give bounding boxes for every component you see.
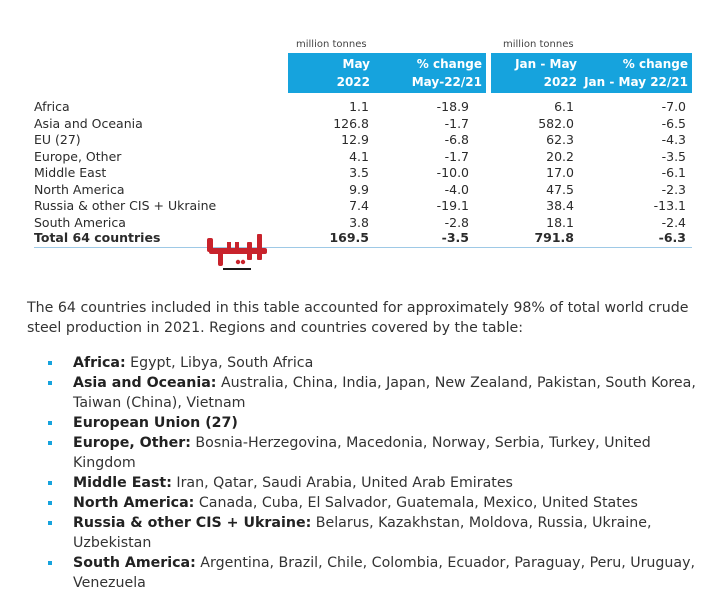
cell-may-2022: 7.4 (349, 198, 369, 213)
list-item-label: Europe, Other: (73, 435, 191, 451)
total-jan-may-2022: 791.8 (534, 230, 574, 245)
table-row: Africa 1.1 -18.9 6.1 -7.0 (34, 99, 692, 115)
cell-jan-may-2022: 582.0 (538, 115, 574, 131)
cell-jan-may-2022: 18.1 (546, 214, 574, 230)
bullet-icon (48, 381, 52, 385)
list-item: Asia and Oceania: Australia, China, Indi… (48, 373, 713, 413)
table-row: North America 9.9 -4.0 47.5 -2.3 (34, 182, 692, 198)
unit-label-jan-may: million tonnes (503, 39, 574, 50)
header-pct-change-jan-may: % change Jan - May 22/21 (584, 57, 688, 89)
bullet-icon (48, 561, 52, 565)
list-item: North America: Canada, Cuba, El Salvador… (48, 493, 713, 513)
list-item-label: South America: (73, 555, 196, 571)
table-total-row: Total 64 countries 169.5 -3.5 791.8 -6.3 (34, 230, 692, 246)
cell-may-2022: 4.1 (349, 148, 369, 164)
cell-may-2022: 12.9 (341, 132, 369, 147)
cell-jan-may-2022: 47.5 (546, 181, 574, 197)
list-item-text: Belarus, Kazakhstan, Moldova, Russia, Uk… (73, 515, 652, 551)
cell-may-change: -1.7 (444, 148, 469, 164)
coverage-paragraph: The 64 countries included in this table … (27, 300, 689, 336)
bullet-icon (48, 521, 52, 525)
cell-may-change: -6.8 (444, 132, 469, 147)
list-item-text: Bosnia-Herzegovina, Macedonia, Norway, S… (73, 435, 651, 471)
total-underline (34, 247, 692, 248)
table-row: EU (27) 12.9 -6.8 62.3 -4.3 (34, 132, 692, 148)
list-item-label: Africa: (73, 355, 126, 371)
cell-may-change: -19.1 (436, 198, 469, 213)
bullet-icon (48, 361, 52, 365)
document-page: million tonnes million tonnes May 2022 % … (27, 39, 696, 591)
header-may-2022: May 2022 (336, 57, 370, 89)
cell-may-change: -10.0 (436, 165, 469, 180)
list-item: Middle East: Iran, Qatar, Saudi Arabia, … (48, 473, 713, 493)
list-item: Europe, Other: Bosnia-Herzegovina, Maced… (48, 433, 713, 473)
cell-may-change: -2.8 (444, 214, 469, 230)
cell-may-change: -4.0 (444, 181, 469, 197)
cell-jan-may-2022: 6.1 (554, 99, 574, 114)
table-row: Asia and Oceania 126.8 -1.7 582.0 -6.5 (34, 116, 692, 132)
cell-jan-may-2022: 38.4 (546, 198, 574, 213)
list-item-label: European Union (27) (73, 415, 238, 431)
table-row: Middle East 3.5 -10.0 17.0 -6.1 (34, 165, 692, 181)
cell-jan-may-2022: 20.2 (546, 148, 574, 164)
list-item-text: Egypt, Libya, South Africa (125, 355, 314, 371)
list-item-text: Canada, Cuba, El Salvador, Guatemala, Me… (194, 495, 638, 511)
list-item: Africa: Egypt, Libya, South Africa (48, 353, 713, 373)
row-region: Russia & other CIS + Ukraine (34, 198, 217, 213)
irasin-watermark-logo (207, 234, 267, 270)
header-jan-may-2022: Jan - May 2022 (515, 57, 577, 89)
list-item: South America: Argentina, Brazil, Chile,… (48, 553, 713, 593)
cell-may-2022: 3.5 (349, 165, 369, 180)
bullet-icon (48, 441, 52, 445)
cell-jan-may-change: -4.3 (661, 132, 686, 147)
cell-may-2022: 126.8 (333, 115, 369, 131)
row-region: South America (34, 214, 126, 230)
header-band-jan-may (491, 53, 692, 93)
cell-may-change: -1.7 (444, 115, 469, 131)
row-region: North America (34, 181, 125, 197)
row-region: Asia and Oceania (34, 115, 143, 131)
bullet-icon (48, 421, 52, 425)
unit-label-may: million tonnes (296, 39, 367, 50)
cell-jan-may-change: -6.1 (661, 165, 686, 180)
row-region: Africa (34, 99, 70, 114)
cell-jan-may-change: -13.1 (653, 198, 686, 213)
list-item-text: Iran, Qatar, Saudi Arabia, United Arab E… (171, 475, 513, 491)
cell-may-2022: 3.8 (349, 214, 369, 230)
list-item-label: Russia & other CIS + Ukraine: (73, 515, 312, 531)
header-band-may (288, 53, 486, 93)
header-pct-change-may: % change May-22/21 (411, 57, 482, 89)
row-region: Europe, Other (34, 148, 122, 164)
table-row: Europe, Other 4.1 -1.7 20.2 -3.5 (34, 149, 692, 165)
list-item-text: Australia, China, India, Japan, New Zeal… (73, 375, 696, 411)
cell-may-change: -18.9 (436, 99, 469, 114)
cell-may-2022: 9.9 (349, 181, 369, 197)
cell-jan-may-change: -6.5 (661, 115, 686, 131)
cell-may-2022: 1.1 (349, 99, 369, 114)
row-region: EU (27) (34, 132, 81, 147)
bullet-icon (48, 501, 52, 505)
table-row: Russia & other CIS + Ukraine 7.4 -19.1 3… (34, 198, 692, 214)
total-may-2022: 169.5 (329, 230, 369, 245)
cell-jan-may-2022: 62.3 (546, 132, 574, 147)
total-may-change: -3.5 (441, 230, 469, 245)
bullet-icon (48, 481, 52, 485)
cell-jan-may-change: -2.3 (661, 181, 686, 197)
total-jan-may-change: -6.3 (658, 230, 686, 245)
list-item-label: Asia and Oceania: (73, 375, 217, 391)
list-item-label: North America: (73, 495, 195, 511)
region-list: Africa: Egypt, Libya, South Africa Asia … (48, 353, 713, 593)
row-region: Middle East (34, 165, 107, 180)
cell-jan-may-change: -2.4 (661, 214, 686, 230)
cell-jan-may-2022: 17.0 (546, 165, 574, 180)
cell-jan-may-change: -3.5 (661, 148, 686, 164)
total-label: Total 64 countries (34, 230, 161, 245)
cell-jan-may-change: -7.0 (661, 99, 686, 114)
table-row: South America 3.8 -2.8 18.1 -2.4 (34, 215, 692, 231)
list-item-label: Middle East: (73, 475, 172, 491)
list-item: European Union (27) (48, 413, 713, 433)
list-item: Russia & other CIS + Ukraine: Belarus, K… (48, 513, 713, 553)
